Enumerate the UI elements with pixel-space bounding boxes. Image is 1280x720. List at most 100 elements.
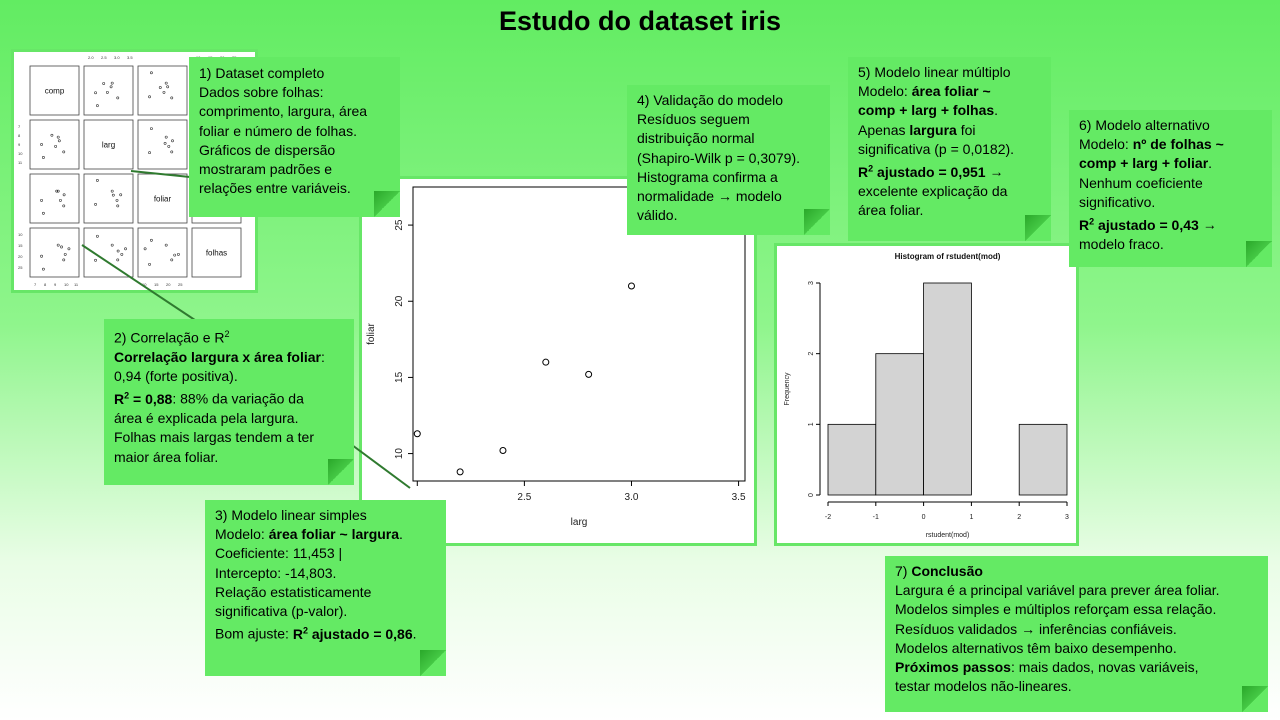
matrix-point — [170, 150, 174, 154]
note-line: testar modelos não-lineares. — [895, 678, 1072, 695]
matrix-bottom-tick: 9 — [54, 282, 57, 287]
matrix-cell — [29, 227, 80, 278]
matrix-point — [62, 193, 66, 197]
note-line: Modelo: área foliar ~ — [858, 83, 991, 100]
matrix-point — [50, 133, 54, 137]
matrix-label: comp — [45, 87, 65, 96]
matrix-left-tick: 15 — [18, 243, 23, 248]
matrix-point — [162, 90, 166, 94]
matrix-point — [96, 178, 99, 182]
note-multiple-model: 5) Modelo linear múltiplo Modelo: área f… — [848, 57, 1051, 241]
matrix-point — [59, 198, 62, 202]
note-heading: 5) Modelo linear múltiplo — [858, 64, 1011, 80]
matrix-bottom-tick: 8 — [44, 282, 47, 287]
histogram-bar — [827, 423, 877, 496]
matrix-point — [94, 203, 97, 206]
y-tick-label: 20 — [394, 295, 405, 307]
matrix-label: folhas — [206, 249, 227, 258]
note-line: relações entre variáveis. — [199, 180, 351, 197]
matrix-point — [56, 243, 60, 247]
matrix-cell — [137, 227, 188, 278]
page-title: Estudo do dataset iris — [498, 6, 782, 36]
matrix-point — [163, 141, 167, 145]
page-curl — [374, 191, 400, 217]
note-line: maior área foliar. — [114, 448, 219, 465]
matrix-point — [94, 91, 97, 95]
x-tick-label: 3 — [1065, 514, 1069, 521]
data-point — [627, 282, 635, 290]
matrix-label: larg — [102, 141, 115, 150]
note-line: (Shapiro-Wilk p = 0,3079). — [637, 149, 801, 166]
matrix-point — [41, 267, 45, 271]
note-conclusion: 7) Conclusão Largura é a principal variá… — [885, 556, 1268, 712]
page-curl — [1242, 686, 1268, 712]
matrix-cell — [83, 227, 134, 278]
y-tick-label: 15 — [394, 371, 405, 383]
note-line: área foliar. — [858, 202, 924, 219]
matrix-cell — [137, 173, 188, 224]
data-point — [499, 447, 507, 455]
x-tick-label: 3.5 — [732, 492, 746, 503]
note-line: Próximos passos: mais dados, novas variá… — [895, 659, 1199, 676]
note-line: Dados sobre folhas: — [199, 84, 324, 101]
scatter-plot-panel: 2.5 3.0 3.5 10 15 20 25 larg foliar — [359, 176, 757, 546]
page-curl — [804, 209, 830, 235]
matrix-cell — [137, 65, 188, 116]
histogram-bar — [875, 353, 925, 496]
x-tick-label: 3.0 — [625, 492, 639, 503]
matrix-point — [56, 189, 60, 193]
data-point — [542, 358, 550, 366]
note-line: R2 = 0,88: 88% da variação da — [114, 390, 304, 407]
note-line: comp + larg + foliar. — [1079, 155, 1213, 172]
matrix-left-tick: 20 — [18, 254, 23, 259]
scatter-plot: 2.5 3.0 3.5 10 15 20 25 larg foliar — [366, 186, 746, 528]
note-simple-model: 3) Modelo linear simples Modelo: área fo… — [205, 500, 446, 676]
note-line: Largura é a principal variável para prev… — [895, 582, 1220, 599]
matrix-point — [41, 211, 45, 215]
note-line: Bom ajuste: R2 ajustado = 0,86. — [215, 625, 417, 642]
page-curl — [328, 459, 354, 485]
note-line: comp + larg + folhas. — [858, 102, 999, 119]
matrix-label: foliar — [154, 195, 172, 204]
data-point — [456, 468, 464, 476]
note-heading: 7) Conclusão — [895, 563, 983, 579]
matrix-point — [40, 254, 43, 258]
x-axis-label: rstudent(mod) — [926, 532, 970, 539]
y-tick-label: 3 — [808, 281, 815, 285]
matrix-point — [40, 143, 43, 146]
note-heading: 2) Correlação e R2 — [114, 329, 230, 346]
matrix-point — [167, 144, 171, 148]
note-line: mostraram padrões e — [199, 161, 333, 178]
matrix-point — [41, 156, 45, 159]
histogram-panel: Histogram of rstudent(mod) -2 -1 0 1 2 3 0 1 2 3 rs… — [774, 243, 1079, 546]
matrix-point — [63, 252, 67, 256]
note-line: modelo fraco. — [1079, 235, 1164, 252]
matrix-cell — [83, 65, 134, 116]
note-line: distribuição normal — [637, 130, 755, 147]
histogram-bar — [1018, 423, 1068, 496]
note-alternative-model: 6) Modelo alternativo Modelo: nº de folh… — [1069, 110, 1272, 267]
matrix-left-tick: 7 — [18, 124, 21, 129]
matrix-point — [110, 81, 114, 85]
matrix-top-tick: 2.0 — [88, 55, 94, 60]
matrix-point — [148, 95, 151, 99]
matrix-cell — [29, 173, 80, 224]
matrix-point — [166, 85, 170, 89]
note-line: 0,94 (forte positiva). — [114, 368, 238, 385]
matrix-point — [62, 258, 66, 262]
matrix-point — [171, 139, 174, 143]
matrix-left-tick: 25 — [18, 265, 23, 270]
note-line: válido. — [637, 207, 678, 224]
note-correlation: 2) Correlação e R2 Correlação largura x … — [104, 319, 354, 485]
matrix-top-tick: 2.5 — [101, 55, 107, 60]
matrix-point — [116, 204, 120, 208]
matrix-point — [62, 204, 66, 208]
matrix-point — [170, 96, 174, 100]
matrix-point — [109, 85, 113, 89]
matrix-bottom-tick: 7 — [34, 282, 37, 287]
matrix-left-tick: 10 — [18, 151, 23, 156]
y-axis-label: Frequency — [784, 372, 791, 406]
data-point — [585, 370, 593, 378]
matrix-point — [57, 139, 61, 143]
chart-title: Histogram of rstudent(mod) — [895, 252, 1001, 261]
